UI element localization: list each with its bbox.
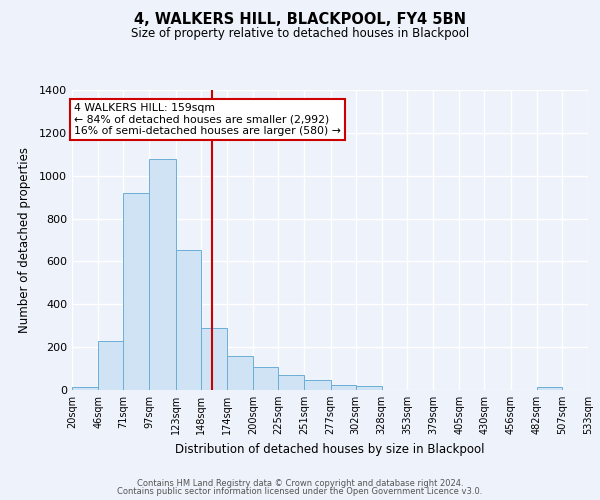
Text: Contains public sector information licensed under the Open Government Licence v3: Contains public sector information licen… <box>118 487 482 496</box>
Bar <box>176 250 201 390</box>
Text: Contains HM Land Registry data © Crown copyright and database right 2024.: Contains HM Land Registry data © Crown c… <box>137 478 463 488</box>
Bar <box>72 387 98 390</box>
Bar <box>304 380 331 390</box>
Bar <box>356 386 382 390</box>
Bar <box>253 367 278 390</box>
Text: 4, WALKERS HILL, BLACKPOOL, FY4 5BN: 4, WALKERS HILL, BLACKPOOL, FY4 5BN <box>134 12 466 28</box>
Bar <box>537 388 562 390</box>
Bar <box>201 328 227 390</box>
Text: Size of property relative to detached houses in Blackpool: Size of property relative to detached ho… <box>131 28 469 40</box>
Y-axis label: Number of detached properties: Number of detached properties <box>17 147 31 333</box>
X-axis label: Distribution of detached houses by size in Blackpool: Distribution of detached houses by size … <box>175 442 485 456</box>
Bar <box>149 158 176 390</box>
Text: 4 WALKERS HILL: 159sqm
← 84% of detached houses are smaller (2,992)
16% of semi-: 4 WALKERS HILL: 159sqm ← 84% of detached… <box>74 103 341 136</box>
Bar <box>227 356 253 390</box>
Bar <box>278 375 304 390</box>
Bar <box>331 386 356 390</box>
Bar <box>98 341 123 390</box>
Bar <box>123 193 149 390</box>
